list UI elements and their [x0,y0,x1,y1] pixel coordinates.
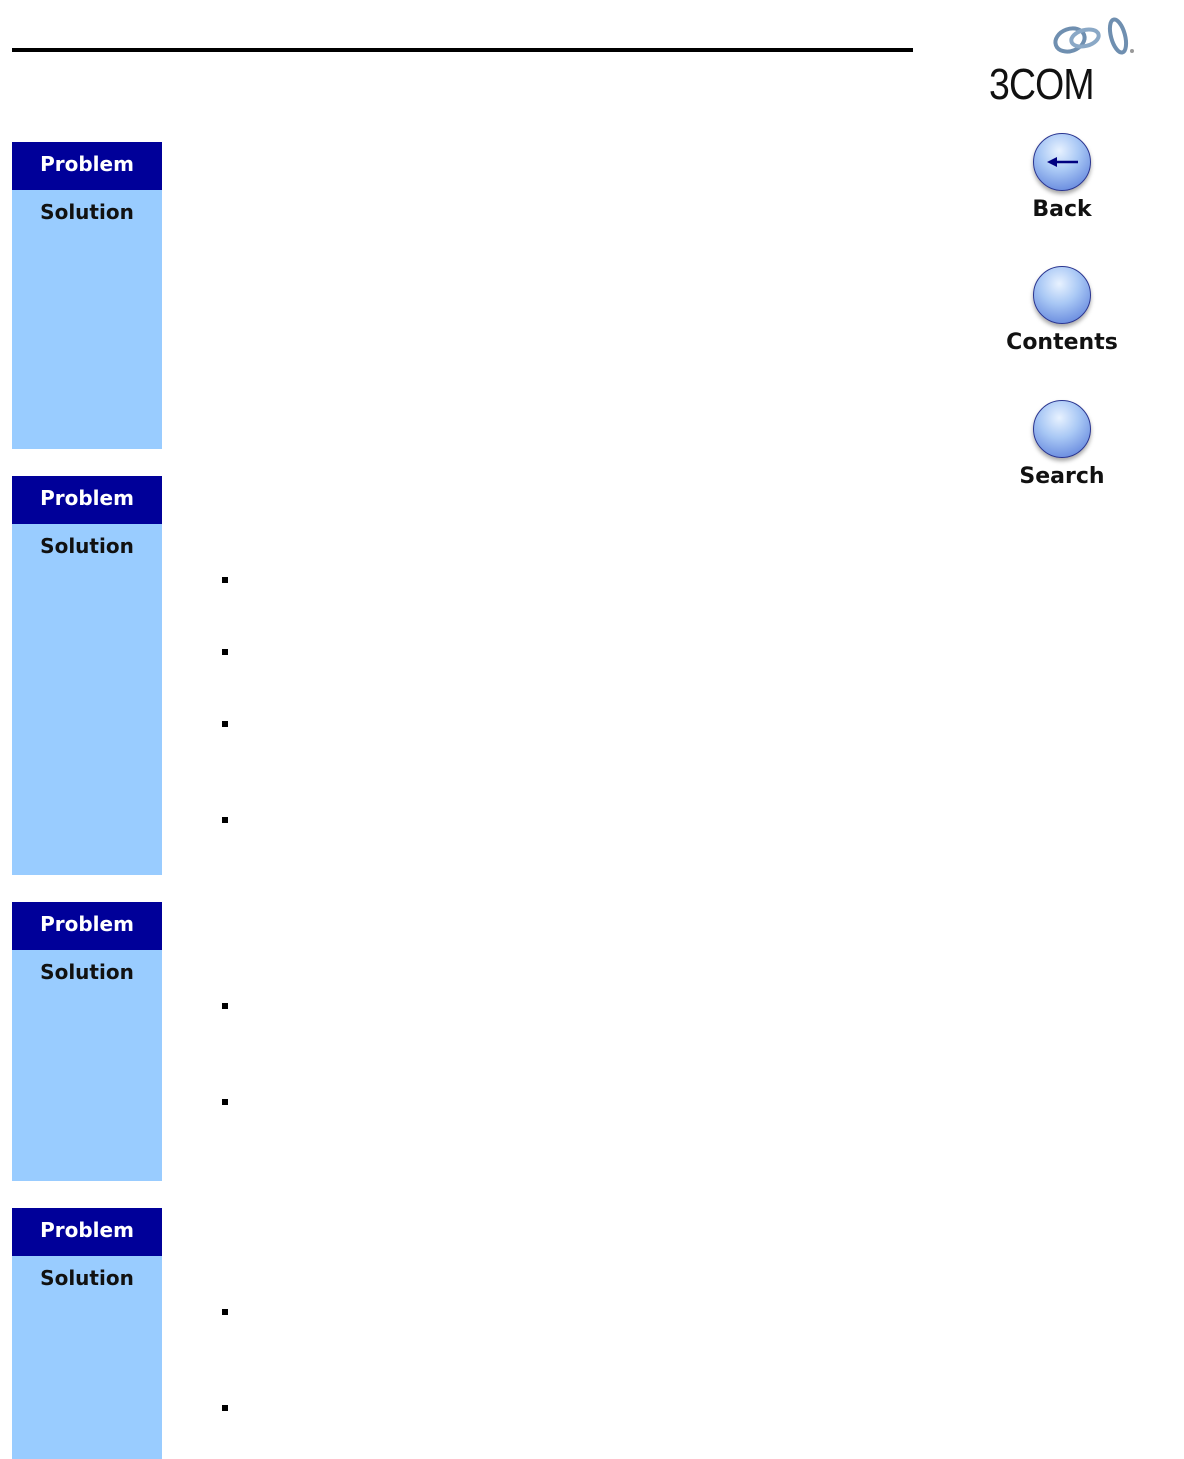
problem-label: Problem [12,142,162,190]
bullet-icon [222,721,228,727]
bullet-icon [222,1405,228,1411]
back-button[interactable]: Back [1000,133,1124,222]
bullet-icon [222,817,228,823]
orb-icon [1033,266,1091,324]
solution-label: Solution [40,960,134,984]
section-2: Problem Solution [12,476,162,875]
arrow-left-icon [1033,133,1091,191]
rings-icon [1053,17,1134,55]
orb-icon [1033,400,1091,458]
search-button[interactable]: Search [1000,400,1124,489]
bullet-icon [222,1099,228,1105]
section-4: Problem Solution [12,1208,162,1459]
problem-label: Problem [12,476,162,524]
solution-label: Solution [40,1266,134,1290]
problem-label: Problem [12,1208,162,1256]
bullet-icon [222,577,228,583]
problem-label: Problem [12,902,162,950]
bullet-icon [222,1309,228,1315]
3com-logo: 3COM [985,14,1145,109]
bullet-icon [222,649,228,655]
section-1: Problem Solution [12,142,162,449]
contents-button[interactable]: Contents [1000,266,1124,355]
solution-label: Solution [40,534,134,558]
solution-label: Solution [40,200,134,224]
section-3: Problem Solution [12,902,162,1181]
header-rule [12,48,913,52]
bullet-icon [222,1003,228,1009]
